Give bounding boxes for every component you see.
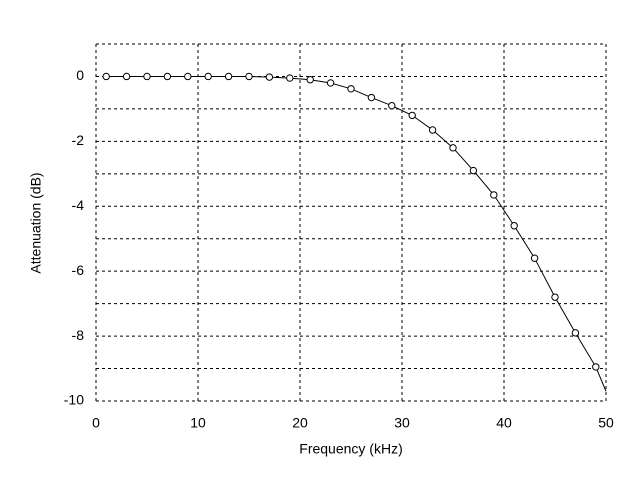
marker: [143, 72, 151, 81]
marker: [122, 72, 131, 81]
x-tick-label: 50: [598, 415, 614, 431]
marker: [490, 191, 498, 199]
marker: [102, 72, 110, 81]
marker: [469, 166, 478, 175]
marker: [347, 85, 355, 93]
marker: [530, 254, 539, 262]
y-tick-label: 0: [76, 67, 84, 83]
y-tick-label: -6: [72, 262, 85, 278]
marker: [592, 363, 600, 371]
x-axis-label: Frequency (kHz): [299, 441, 402, 457]
marker: [306, 76, 314, 84]
marker: [163, 72, 172, 81]
marker: [449, 144, 457, 152]
y-tick-label: -2: [72, 132, 85, 148]
x-tick-label: 40: [496, 415, 512, 431]
y-tick-label: -8: [72, 327, 85, 343]
marker: [224, 72, 233, 81]
x-tick-label: 30: [394, 415, 410, 431]
marker: [510, 222, 518, 230]
marker: [204, 72, 212, 81]
marker: [428, 126, 437, 134]
x-tick-label: 0: [92, 415, 100, 431]
y-tick-label: -10: [64, 392, 84, 408]
marker: [326, 79, 335, 87]
marker: [551, 293, 559, 301]
marker: [571, 329, 580, 337]
marker: [265, 73, 274, 81]
marker: [184, 72, 192, 81]
x-tick-label: 20: [292, 415, 308, 431]
y-axis-label: Attenuation (dB): [28, 172, 44, 273]
y-tick-label: -4: [72, 197, 85, 213]
marker: [408, 111, 416, 120]
marker: [286, 74, 294, 82]
marker: [367, 93, 376, 102]
x-tick-label: 10: [190, 415, 206, 431]
marker: [245, 72, 253, 81]
marker: [388, 101, 396, 110]
